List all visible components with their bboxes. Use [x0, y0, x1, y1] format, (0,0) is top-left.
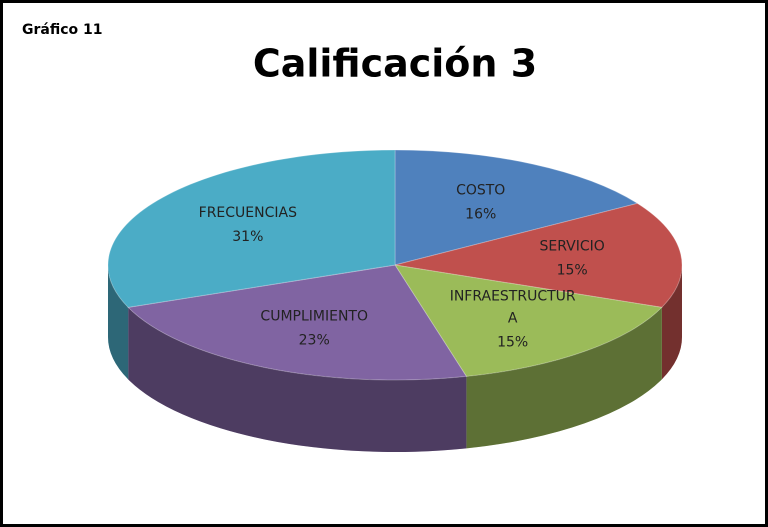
- slice-value-label: 31%: [232, 229, 263, 245]
- slice-label: INFRAESTRUCTUR A: [450, 288, 576, 326]
- slice-side: [466, 307, 662, 449]
- slice-value-label: 23%: [299, 333, 330, 349]
- slice: [127, 264, 468, 381]
- slice-side-shade: [466, 307, 662, 449]
- slice-label: FRECUENCIAS: [199, 205, 297, 221]
- slice: [393, 264, 663, 377]
- slice-label: COSTO: [456, 183, 505, 199]
- slice-side: [128, 307, 467, 452]
- slice: [107, 149, 396, 308]
- slice-label: CUMPLIMIENTO: [260, 309, 368, 325]
- chart-title: Calificación 3: [253, 42, 537, 86]
- figure-label: Gráfico 11: [22, 22, 103, 38]
- slice-side-shade: [661, 265, 682, 380]
- slice-value-label: 15%: [557, 262, 588, 278]
- slice-value-label: 15%: [497, 334, 528, 350]
- slice-side: [108, 265, 129, 380]
- slice: [394, 149, 639, 266]
- slice: [394, 202, 683, 308]
- slice-side-shade: [108, 265, 129, 380]
- slice-label: SERVICIO: [539, 238, 604, 254]
- slice-side: [661, 265, 682, 380]
- slice-side-shade: [128, 307, 467, 452]
- slice-value-label: 16%: [465, 207, 496, 223]
